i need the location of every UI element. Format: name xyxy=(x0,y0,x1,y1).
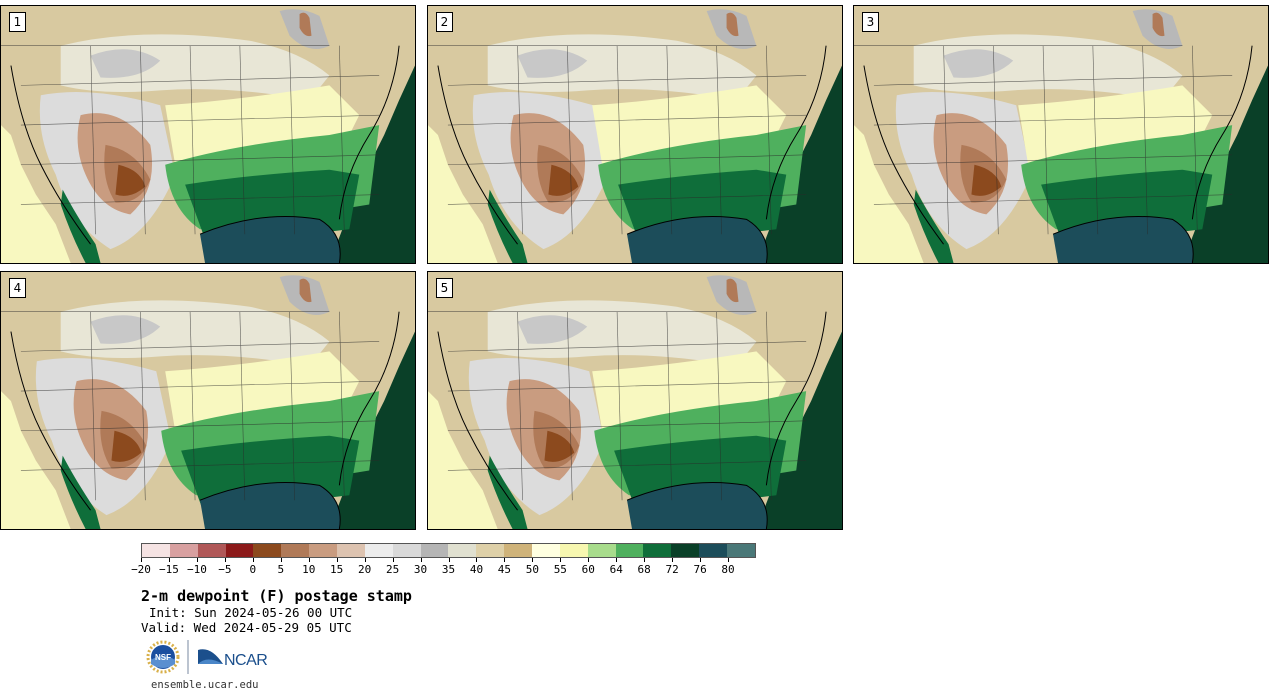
ensemble-member-map-3: 3 xyxy=(853,5,1269,264)
colorbar-swatch xyxy=(559,544,588,557)
colorbar-tick xyxy=(644,558,646,562)
colorbar-swatch xyxy=(532,544,560,557)
colorbar-tick xyxy=(168,558,170,562)
colorbar-swatch xyxy=(337,544,365,557)
colorbar-tick xyxy=(672,558,674,562)
colorbar-tick-label: 15 xyxy=(330,563,344,576)
colorbar-tick xyxy=(224,558,226,562)
colorbar-tick-label: 10 xyxy=(302,563,316,576)
ncar-logo-icon: NCAR xyxy=(198,648,268,669)
colorbar-tick-label: 0 xyxy=(249,563,257,576)
colorbar-tick-label: 76 xyxy=(693,563,707,576)
colorbar-swatch xyxy=(281,544,310,557)
colorbar-tick xyxy=(280,558,282,562)
colorbar-swatch xyxy=(587,544,616,557)
dewpoint-map xyxy=(1,272,415,529)
footer-url: ensemble.ucar.edu xyxy=(151,679,259,691)
colorbar-tick-label: 60 xyxy=(581,563,595,576)
svg-text:NCAR: NCAR xyxy=(224,652,267,669)
colorbar-swatch xyxy=(225,544,254,557)
colorbar-tick-label: −20 xyxy=(131,563,151,576)
colorbar-tick-label: −15 xyxy=(159,563,179,576)
colorbar-swatch xyxy=(253,544,282,557)
colorbar-swatch xyxy=(727,544,755,557)
colorbar-swatch xyxy=(476,544,505,557)
colorbar-swatch xyxy=(615,544,644,557)
colorbar-tick-label: 80 xyxy=(721,563,735,576)
colorbar-tick xyxy=(476,558,478,562)
colorbar-tick-label: 72 xyxy=(665,563,679,576)
colorbar-tick xyxy=(196,558,198,562)
svg-text:NSF: NSF xyxy=(155,653,171,662)
colorbar-tick xyxy=(448,558,450,562)
dewpoint-map xyxy=(1,6,415,263)
colorbar-tick xyxy=(588,558,590,562)
member-number-label: 2 xyxy=(436,12,453,32)
colorbar-swatch xyxy=(197,544,226,557)
dewpoint-map xyxy=(428,6,842,263)
colorbar-tick xyxy=(504,558,506,562)
colorbar-swatch xyxy=(671,544,700,557)
colorbar-tick-label: 30 xyxy=(413,563,428,576)
member-number-label: 3 xyxy=(862,12,879,32)
colorbar-swatch xyxy=(169,544,198,557)
colorbar-tick xyxy=(560,558,562,562)
colorbar-swatch xyxy=(504,544,533,557)
colorbar-tick-label: 50 xyxy=(525,563,539,576)
ensemble-member-map-5: 5 xyxy=(427,271,843,530)
colorbar-tick xyxy=(700,558,702,562)
colorbar-tick-label: −10 xyxy=(186,563,207,576)
dewpoint-colorbar xyxy=(141,543,756,558)
colorbar-tick-label: −5 xyxy=(218,563,232,576)
colorbar-tick xyxy=(532,558,534,562)
valid-time: Valid: Wed 2024-05-29 05 UTC xyxy=(141,620,352,635)
dewpoint-map xyxy=(854,6,1268,263)
colorbar-tick xyxy=(141,558,142,562)
colorbar-swatch xyxy=(142,544,170,557)
sponsor-logos: NSF NCAR xyxy=(145,638,275,676)
colorbar-tick-label: 55 xyxy=(553,563,567,576)
colorbar-tick xyxy=(728,558,730,562)
colorbar-tick-label: 20 xyxy=(358,563,372,576)
colorbar-tick xyxy=(420,558,422,562)
colorbar-swatch xyxy=(309,544,338,557)
member-number-label: 5 xyxy=(436,278,453,298)
colorbar-swatch xyxy=(643,544,672,557)
colorbar-tick xyxy=(336,558,338,562)
colorbar-swatch xyxy=(448,544,477,557)
colorbar-tick-labels: −20 −15 −10 −5 0 5 10 15 20 25 30 35 40 45 50 55 60 64 68 7… xyxy=(131,558,756,580)
member-number-label: 1 xyxy=(9,12,26,32)
colorbar-tick-label: 68 xyxy=(637,563,651,576)
colorbar-swatch xyxy=(420,544,449,557)
colorbar-tick-label: 5 xyxy=(277,563,285,576)
ensemble-member-map-1: 1 xyxy=(0,5,416,264)
colorbar-tick xyxy=(252,558,254,562)
colorbar-tick-label: 45 xyxy=(497,563,512,576)
nsf-logo-icon: NSF xyxy=(146,640,180,674)
dewpoint-map xyxy=(428,272,842,529)
member-number-label: 4 xyxy=(9,278,26,298)
colorbar-tick-label: 35 xyxy=(441,563,456,576)
init-time: Init: Sun 2024-05-26 00 UTC xyxy=(149,605,353,620)
colorbar-tick xyxy=(364,558,366,562)
colorbar-tick-label: 40 xyxy=(469,563,484,576)
colorbar-tick xyxy=(308,558,310,562)
colorbar-tick-label: 64 xyxy=(609,563,623,576)
ensemble-member-map-4: 4 xyxy=(0,271,416,530)
colorbar-swatch xyxy=(699,544,728,557)
colorbar-swatch xyxy=(392,544,421,557)
plot-title: 2-m dewpoint (F) postage stamp xyxy=(141,587,412,605)
colorbar-tick xyxy=(392,558,394,562)
colorbar-tick xyxy=(616,558,618,562)
colorbar-swatch xyxy=(364,544,393,557)
colorbar-tick-label: 25 xyxy=(385,563,400,576)
ensemble-member-map-2: 2 xyxy=(427,5,843,264)
